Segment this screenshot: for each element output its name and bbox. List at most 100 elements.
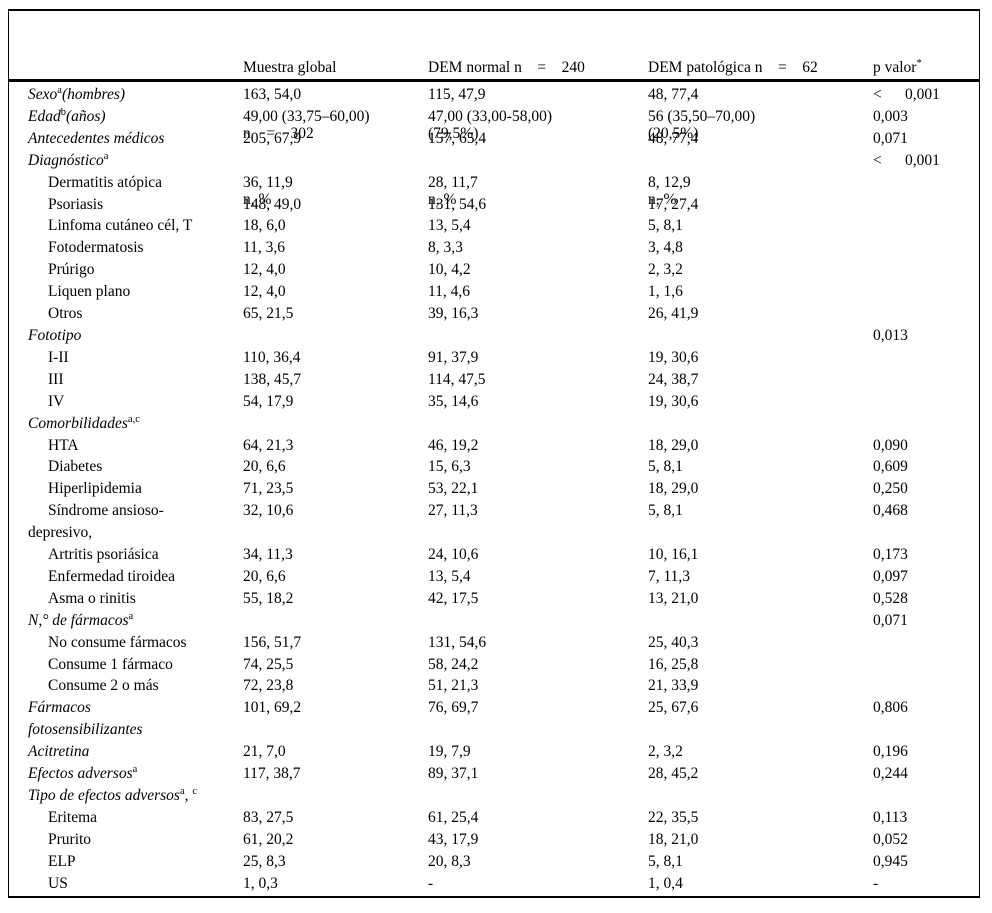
cell-muestra-global: 110, 36,4 — [243, 348, 301, 366]
cell-muestra-global: 18, 6,0 — [243, 217, 286, 235]
table-row: Tipo de efectos adversosa, c — [9, 785, 979, 807]
cell-muestra-global — [243, 785, 428, 807]
table-row: Eritema 83, 27,5 61, 25,4 22, 35,5 0,113 — [9, 807, 979, 829]
cell-dem-patologica: 5, 8,1 — [648, 502, 683, 520]
cell-muestra-global: 156, 51,7 — [243, 633, 302, 651]
row-label-superscript: a — [132, 763, 138, 775]
row-label-text: Consume 2 o más — [48, 677, 159, 695]
cell-muestra-global: 61, 20,2 — [243, 830, 294, 848]
cell-muestra-global: 205, 67,9 — [243, 129, 302, 147]
row-label-text: Dermatitis atópica — [48, 173, 163, 191]
row-label: Hiperlipidemia — [9, 478, 243, 500]
row-label-superscript: a,c — [127, 413, 140, 425]
cell-dem-normal: 58, 24,2 — [428, 655, 479, 673]
cell-muestra-global — [243, 610, 428, 632]
cell-dem-normal: 20, 8,3 — [428, 852, 471, 870]
table-row: Liquen plano 12, 4,0 11, 4,6 1, 1,6 — [9, 281, 979, 303]
row-label-superscript: c — [192, 785, 198, 797]
row-label: Psoriasis — [9, 194, 243, 216]
row-label: Eritema — [9, 807, 243, 829]
cell-dem-patologica: 48, 77,4 — [648, 86, 699, 103]
row-label-text: Eritema — [48, 808, 98, 826]
cell-p-valor: < 0,001 — [873, 86, 940, 103]
row-label: Prúrigo — [9, 259, 243, 281]
cell-p-valor — [873, 413, 979, 435]
cell-dem-normal: 91, 37,9 — [428, 348, 479, 366]
row-label: Efectos adversosa — [9, 763, 243, 785]
cell-dem-patologica: 22, 35,5 — [648, 808, 699, 826]
cell-dem-normal: 28, 11,7 — [428, 173, 478, 191]
row-label: I-II — [9, 347, 243, 369]
cell-muestra-global: 12, 4,0 — [243, 283, 286, 301]
row-label: IV — [9, 391, 243, 413]
row-label-text: Edad — [28, 107, 61, 125]
header-dem-normal: DEM normal n = 240 (79,5%) n, % — [428, 13, 648, 208]
cell-p-valor — [873, 303, 979, 325]
table-row: Artritis psoriásica 34, 11,3 24, 10,6 10, 1… — [9, 544, 979, 566]
row-label-text: Acitretina — [28, 743, 90, 761]
row-label: Tipo de efectos adversosa, c — [9, 785, 243, 807]
cell-p-valor — [873, 654, 979, 676]
header-line: p valor* — [873, 57, 979, 79]
cell-dem-normal: 24, 10,6 — [428, 546, 479, 564]
cell-dem-normal: 39, 16,3 — [428, 305, 479, 323]
cell-dem-normal: 43, 17,9 — [428, 830, 479, 848]
row-label-line2: depresivo, — [28, 524, 93, 542]
cell-muestra-global: 163, 54,0 — [243, 86, 302, 103]
table-row: I-II 110, 36,4 91, 37,9 19, 30,6 — [9, 347, 979, 369]
cell-p-valor — [873, 281, 979, 303]
cell-dem-patologica: 16, 25,8 — [648, 655, 699, 673]
cell-p-valor: 0,806 — [873, 699, 908, 717]
table-row: N,° de fármacosa 0,071 — [9, 610, 979, 632]
cell-dem-patologica: 19, 30,6 — [648, 392, 699, 410]
row-label-text: I-II — [48, 348, 69, 366]
row-label-text: Psoriasis — [48, 195, 104, 213]
cell-dem-patologica: 5, 8,1 — [648, 458, 683, 476]
cell-muestra-global: 72, 23,8 — [243, 677, 294, 695]
cell-p-valor: 0,468 — [873, 502, 908, 520]
table-row: Fototipo 0,013 — [9, 325, 979, 347]
cell-muestra-global: 71, 23,5 — [243, 480, 294, 498]
table-row: Sexoa(hombres) 163, 54,0 115, 47,9 48, 77,4… — [9, 84, 979, 106]
cell-muestra-global — [243, 413, 428, 435]
row-label: Diagnósticoa — [9, 150, 243, 172]
table-row: Acitretina 21, 7,0 19, 7,9 2, 3,2 0,196 — [9, 741, 979, 763]
row-label: III — [9, 369, 243, 391]
cell-dem-normal — [428, 785, 648, 807]
cell-p-valor — [873, 172, 979, 194]
row-label: Comorbilidadesa,c — [9, 413, 243, 435]
row-label-text: Comorbilidades — [28, 414, 128, 432]
row-label-text: Liquen plano — [48, 283, 131, 301]
row-label-text: HTA — [48, 436, 79, 454]
cell-muestra-global — [243, 150, 428, 172]
cell-muestra-global: 74, 25,5 — [243, 655, 294, 673]
header-line: Muestra global — [243, 59, 337, 76]
cell-muestra-global: 54, 17,9 — [243, 392, 294, 410]
row-label-text: Otros — [48, 305, 83, 323]
cell-dem-normal — [428, 325, 648, 347]
table-row: No consume fármacos 156, 51,7 131, 54,6 25,… — [9, 632, 979, 654]
cell-dem-patologica: 48, 77,4 — [648, 129, 699, 147]
table-row: Fotodermatosis 11, 3,6 8, 3,3 3, 4,8 — [9, 237, 979, 259]
table-row: Dermatitis atópica 36, 11,9 28, 11,7 8, 12,… — [9, 172, 979, 194]
cell-dem-patologica: 13, 21,0 — [648, 589, 699, 607]
cell-dem-normal: 89, 37,1 — [428, 765, 479, 783]
cell-muestra-global: 21, 7,0 — [243, 743, 286, 761]
cell-p-valor: 0,097 — [873, 567, 908, 585]
cell-p-valor: 0,052 — [873, 830, 908, 848]
cell-p-valor: 0,090 — [873, 436, 908, 454]
row-label-text: Síndrome ansioso- — [48, 502, 164, 520]
cell-dem-normal: 53, 22,1 — [428, 480, 479, 498]
row-label: Enfermedad tiroidea — [9, 566, 243, 588]
cell-dem-normal: 131, 54,6 — [428, 195, 487, 213]
cell-dem-patologica: 25, 67,6 — [648, 699, 699, 717]
row-label: Consume 2 o más — [9, 675, 243, 697]
table-row: Linfoma cutáneo cél, T 18, 6,0 13, 5,4 5, 8… — [9, 215, 979, 237]
cell-dem-patologica: 25, 40,3 — [648, 633, 699, 651]
header-row: Muestra global n = 302 n, % DEM normal n… — [9, 11, 979, 208]
row-label: Síndrome ansioso-depresivo, — [9, 500, 243, 544]
cell-p-valor: 0,250 — [873, 480, 908, 498]
row-label: Fármacos fotosensibilizantes — [9, 697, 243, 741]
cell-muestra-global: 117, 38,7 — [243, 765, 301, 783]
